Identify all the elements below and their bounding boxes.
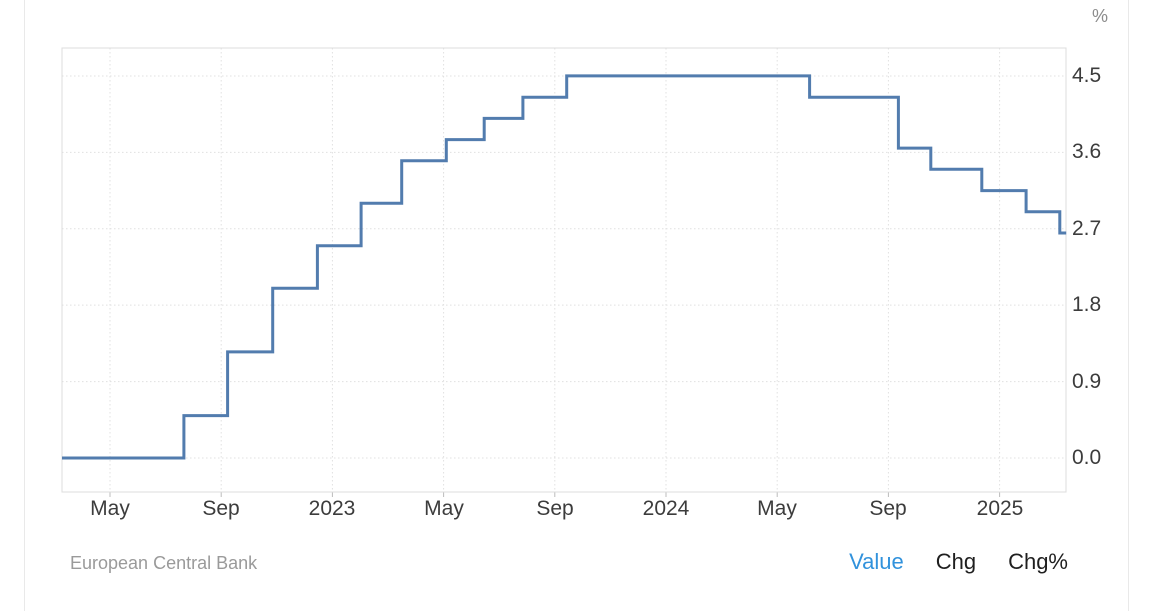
y-tick-label: 0.9 [1072, 370, 1102, 393]
tab-chg-pct[interactable]: Chg% [1008, 549, 1068, 574]
y-tick-label: 2.7 [1072, 217, 1102, 240]
x-tick-label: May [424, 497, 464, 520]
x-tick-label: 2024 [642, 497, 690, 520]
x-tick-label: Sep [202, 497, 240, 520]
right-border-divider [1128, 0, 1129, 611]
left-border-divider [24, 0, 25, 611]
x-tick-label: Sep [536, 497, 574, 520]
source-label: European Central Bank [70, 553, 258, 573]
y-tick-label: 4.5 [1072, 64, 1102, 87]
rate-step-line [62, 74, 1067, 460]
y-tick-label: 1.8 [1072, 293, 1102, 316]
y-tick-label: 3.6 [1072, 140, 1102, 163]
footer-tabs: Value Chg Chg% [849, 549, 1068, 575]
y-axis-unit-label: % [1092, 6, 1109, 26]
x-tick-label: May [90, 497, 130, 520]
tab-value[interactable]: Value [849, 549, 904, 574]
x-tick-label: May [757, 497, 797, 520]
x-tick-label: 2023 [308, 497, 356, 520]
step-line-chart[interactable] [0, 0, 1151, 540]
x-tick-label: 2025 [976, 497, 1024, 520]
tab-chg[interactable]: Chg [935, 549, 977, 574]
plot-border [61, 47, 1067, 493]
x-tick-label: Sep [869, 497, 907, 520]
y-tick-label: 0.0 [1072, 446, 1102, 469]
